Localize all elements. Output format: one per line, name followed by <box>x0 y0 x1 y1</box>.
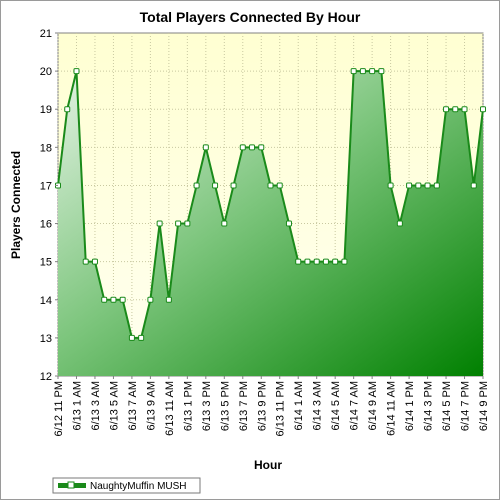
data-point <box>110 296 117 303</box>
data-point <box>443 106 450 113</box>
x-tick-label: 6/13 1 PM <box>182 381 194 431</box>
data-point <box>128 334 135 341</box>
x-tick-label: 6/14 7 AM <box>349 381 361 431</box>
y-axis-label: Players Connected <box>9 151 23 259</box>
data-point <box>332 258 339 265</box>
data-point <box>101 296 108 303</box>
data-point <box>359 68 366 75</box>
data-point <box>396 220 403 227</box>
data-point <box>212 182 219 189</box>
data-point <box>304 258 311 265</box>
data-point <box>184 220 191 227</box>
x-tick-label: 6/14 5 AM <box>330 381 342 431</box>
data-point <box>193 182 200 189</box>
x-tick-label: 6/13 9 PM <box>256 381 268 431</box>
x-tick-label: 6/14 9 PM <box>478 381 490 431</box>
data-point <box>267 182 274 189</box>
x-tick-label: 6/13 11 PM <box>275 381 287 436</box>
data-point <box>82 258 89 265</box>
legend-box <box>52 477 201 494</box>
y-tick-label: 15 <box>40 257 52 269</box>
x-tick-label: 6/14 3 AM <box>312 381 324 431</box>
data-point <box>480 106 486 113</box>
data-point <box>239 144 246 151</box>
data-point <box>369 68 376 75</box>
data-point <box>378 68 385 75</box>
x-tick-label: 6/13 11 AM <box>164 381 176 436</box>
data-point <box>73 68 80 75</box>
x-axis-ticks: 6/12 11 PM 6/13 1 AM 6/13 3 AM 6/13 5 AM 6/1… <box>53 376 490 436</box>
data-point <box>221 220 228 227</box>
data-point <box>461 106 468 113</box>
y-tick-label: 12 <box>40 371 52 383</box>
x-tick-label: 6/13 5 PM <box>219 381 231 431</box>
y-tick-label: 14 <box>40 295 52 307</box>
data-point <box>202 144 209 151</box>
x-tick-label: 6/14 9 AM <box>367 381 379 431</box>
data-point <box>147 296 154 303</box>
data-point <box>119 296 126 303</box>
x-tick-label: 6/14 1 PM <box>404 381 416 431</box>
y-tick-label: 16 <box>40 219 52 231</box>
x-tick-label: 6/14 11 AM <box>386 381 398 436</box>
x-tick-label: 6/14 1 AM <box>293 381 305 431</box>
data-point <box>64 106 71 113</box>
x-tick-label: 6/13 7 AM <box>127 381 139 431</box>
x-tick-label: 6/12 11 PM <box>53 381 65 436</box>
x-tick-label: 6/13 7 PM <box>238 381 250 431</box>
y-tick-label: 21 <box>40 28 52 40</box>
legend-label: NaughtyMuffin MUSH <box>90 481 187 492</box>
y-tick-label: 20 <box>40 66 52 78</box>
data-point <box>138 334 145 341</box>
area-fill <box>58 71 483 377</box>
data-point <box>249 144 256 151</box>
legend: NaughtyMuffin MUSH <box>52 477 201 494</box>
data-point <box>470 182 477 189</box>
y-tick-label: 19 <box>40 104 52 116</box>
legend-marker <box>67 481 75 489</box>
data-points <box>55 68 486 341</box>
chart-title: Total Players Connected By Hour <box>140 9 361 25</box>
data-point <box>452 106 459 113</box>
data-point <box>350 68 357 75</box>
data-point <box>91 258 98 265</box>
data-point <box>406 182 413 189</box>
x-tick-label: 6/13 3 AM <box>90 381 102 431</box>
data-point <box>230 182 237 189</box>
data-point <box>322 258 329 265</box>
x-tick-label: 6/14 3 PM <box>423 381 435 431</box>
x-axis-label: Hour <box>254 458 282 472</box>
data-point <box>258 144 265 151</box>
y-tick-label: 13 <box>40 333 52 345</box>
data-point <box>387 182 394 189</box>
y-axis-ticks: 12 13 14 15 16 17 18 19 20 21 <box>40 28 58 383</box>
data-point <box>285 220 292 227</box>
data-point <box>313 258 320 265</box>
data-point <box>341 258 348 265</box>
data-point <box>433 182 440 189</box>
x-tick-label: 6/13 5 AM <box>108 381 120 431</box>
x-tick-label: 6/13 3 PM <box>201 381 213 431</box>
y-tick-label: 17 <box>40 180 52 192</box>
data-point <box>175 220 182 227</box>
data-point <box>276 182 283 189</box>
x-tick-label: 6/14 7 PM <box>460 381 472 431</box>
x-tick-label: 6/14 5 PM <box>441 381 453 431</box>
x-tick-label: 6/13 9 AM <box>145 381 157 431</box>
y-tick-label: 18 <box>40 142 52 154</box>
x-tick-label: 6/13 1 AM <box>71 381 83 431</box>
data-point <box>295 258 302 265</box>
data-point <box>415 182 422 189</box>
data-point <box>156 220 163 227</box>
data-point <box>424 182 431 189</box>
data-point <box>165 296 172 303</box>
